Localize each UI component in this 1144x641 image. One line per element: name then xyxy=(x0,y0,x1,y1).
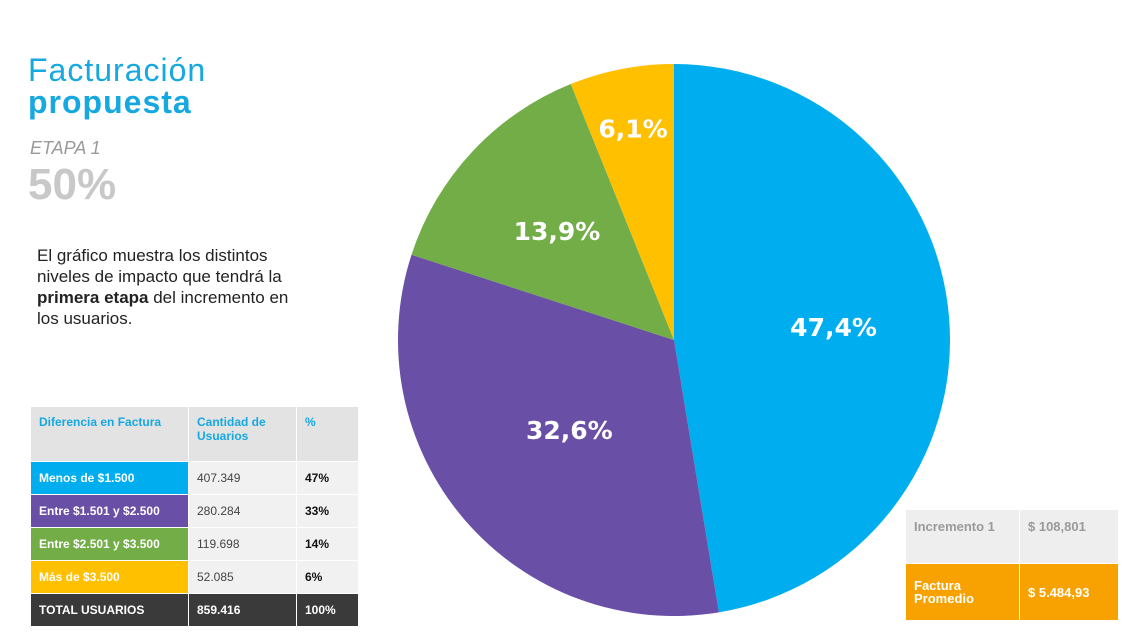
increment-table: Incremento 1 $ 108,801 Factura Promedio … xyxy=(905,509,1119,621)
total-percent: 100% xyxy=(296,593,359,627)
row-users: 52.085 xyxy=(188,560,297,594)
pie-label-3: 13,9% xyxy=(514,217,601,246)
increment-row: Incremento 1 $ 108,801 xyxy=(905,509,1119,564)
increment-label: Incremento 1 xyxy=(905,509,1020,564)
pie-slice-1 xyxy=(674,64,951,613)
average-invoice-value: $ 5.484,93 xyxy=(1019,563,1119,621)
increment-value: $ 108,801 xyxy=(1019,509,1119,564)
pie-label-1: 47,4% xyxy=(790,313,877,342)
header-percent: % xyxy=(296,406,359,462)
title-line-2: propuesta xyxy=(28,84,192,120)
table-total-row: TOTAL USUARIOS 859.416 100% xyxy=(30,593,359,627)
row-percent: 6% xyxy=(296,560,359,594)
row-users: 407.349 xyxy=(188,461,297,495)
distribution-table: Diferencia en Factura Cantidad de Usuari… xyxy=(30,406,359,627)
pie-slice-3 xyxy=(411,84,674,340)
table-row: Entre $1.501 y $2.500 280.284 33% xyxy=(30,494,359,528)
row-users: 280.284 xyxy=(188,494,297,528)
pie-label-4: 6,1% xyxy=(598,115,667,144)
description-text-2: del incremento en los usuarios. xyxy=(37,288,289,328)
average-invoice-label: Factura Promedio xyxy=(905,563,1020,621)
table-row: Menos de $1.500 407.349 47% xyxy=(30,461,359,495)
average-invoice-row: Factura Promedio $ 5.484,93 xyxy=(905,563,1119,621)
pie-slice-2 xyxy=(397,254,719,616)
title-line-1: Facturación xyxy=(28,52,207,88)
table-row: Entre $2.501 y $3.500 119.698 14% xyxy=(30,527,359,561)
row-label: Más de $3.500 xyxy=(30,560,189,594)
pie-slice-4 xyxy=(570,64,674,340)
row-users: 119.698 xyxy=(188,527,297,561)
stage-label: ETAPA 1 xyxy=(30,138,101,158)
stage-percent: 50% xyxy=(28,160,117,209)
row-percent: 14% xyxy=(296,527,359,561)
total-label: TOTAL USUARIOS xyxy=(30,593,189,627)
description: El gráfico muestra los distintos niveles… xyxy=(37,245,297,329)
row-label: Entre $2.501 y $3.500 xyxy=(30,527,189,561)
row-label: Entre $1.501 y $2.500 xyxy=(30,494,189,528)
total-users: 859.416 xyxy=(188,593,297,627)
table-row: Más de $3.500 52.085 6% xyxy=(30,560,359,594)
header-users: Cantidad de Usuarios xyxy=(188,406,297,462)
row-percent: 33% xyxy=(296,494,359,528)
description-bold: primera etapa xyxy=(37,288,149,307)
row-label: Menos de $1.500 xyxy=(30,461,189,495)
pie-label-2: 32,6% xyxy=(526,416,613,445)
description-text-1: El gráfico muestra los distintos niveles… xyxy=(37,246,282,286)
